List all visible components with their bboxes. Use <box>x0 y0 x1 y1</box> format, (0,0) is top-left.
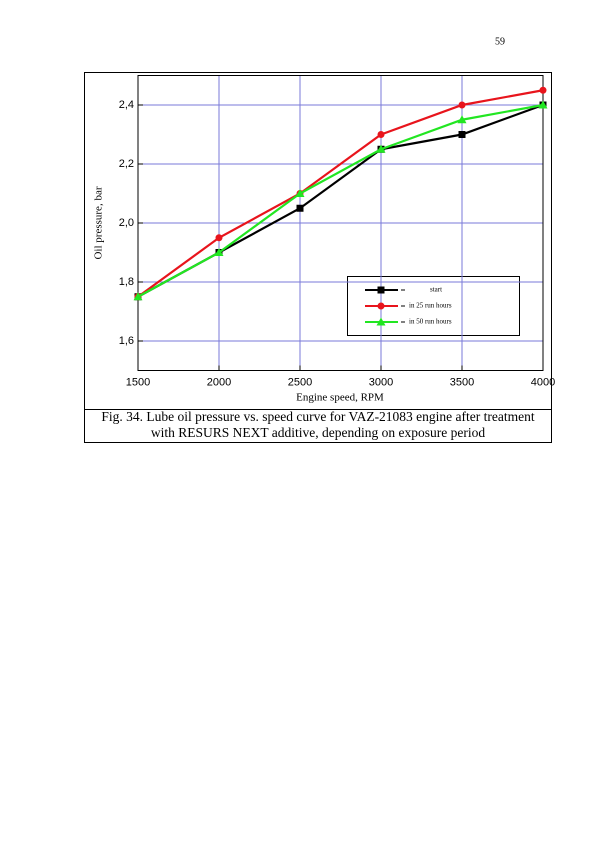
y-tick-label: 2,2 <box>119 158 134 170</box>
x-tick-label: 3500 <box>450 376 474 388</box>
series-line <box>137 103 544 298</box>
plot-frame <box>137 75 544 371</box>
x-tick-label: 2500 <box>288 376 312 388</box>
marker <box>214 248 224 256</box>
marker <box>215 234 223 242</box>
legend-label: in 25 run hours <box>409 302 452 310</box>
marker <box>457 115 467 124</box>
marker <box>538 100 548 109</box>
figure-frame <box>84 72 552 443</box>
marker <box>458 131 466 138</box>
y-tick-label: 2,0 <box>119 217 134 229</box>
legend-marker <box>376 317 386 326</box>
y-tick-label: 1,6 <box>119 335 134 347</box>
marker <box>377 131 385 138</box>
caption-line: with RESURS NEXT additive, depending on … <box>151 425 485 440</box>
legend-label: in 50 run hours <box>409 318 452 326</box>
marker <box>296 204 304 212</box>
legend-marker <box>377 302 385 310</box>
marker <box>539 86 547 94</box>
x-tick-label: 1500 <box>126 376 150 388</box>
x-tick-label: 2000 <box>207 376 231 388</box>
marker <box>458 101 466 109</box>
x-tick-label: 4000 <box>531 376 555 388</box>
marker <box>376 144 386 153</box>
caption-line: Fig. 34. Lube oil pressure vs. speed cur… <box>101 409 535 424</box>
x-tick-label: 3000 <box>369 376 393 388</box>
y-tick-label: 1,8 <box>119 276 134 288</box>
legend-label: start <box>430 286 442 294</box>
x-axis-label: Engine speed, RPM <box>296 392 384 404</box>
page-number: 59 <box>495 36 505 47</box>
marker <box>133 292 143 301</box>
legend-marker <box>377 286 385 294</box>
y-tick-label: 2,4 <box>119 99 134 111</box>
y-axis-label: Oil pressure, bar <box>93 186 105 259</box>
marker <box>295 189 305 197</box>
series-line <box>137 89 544 298</box>
